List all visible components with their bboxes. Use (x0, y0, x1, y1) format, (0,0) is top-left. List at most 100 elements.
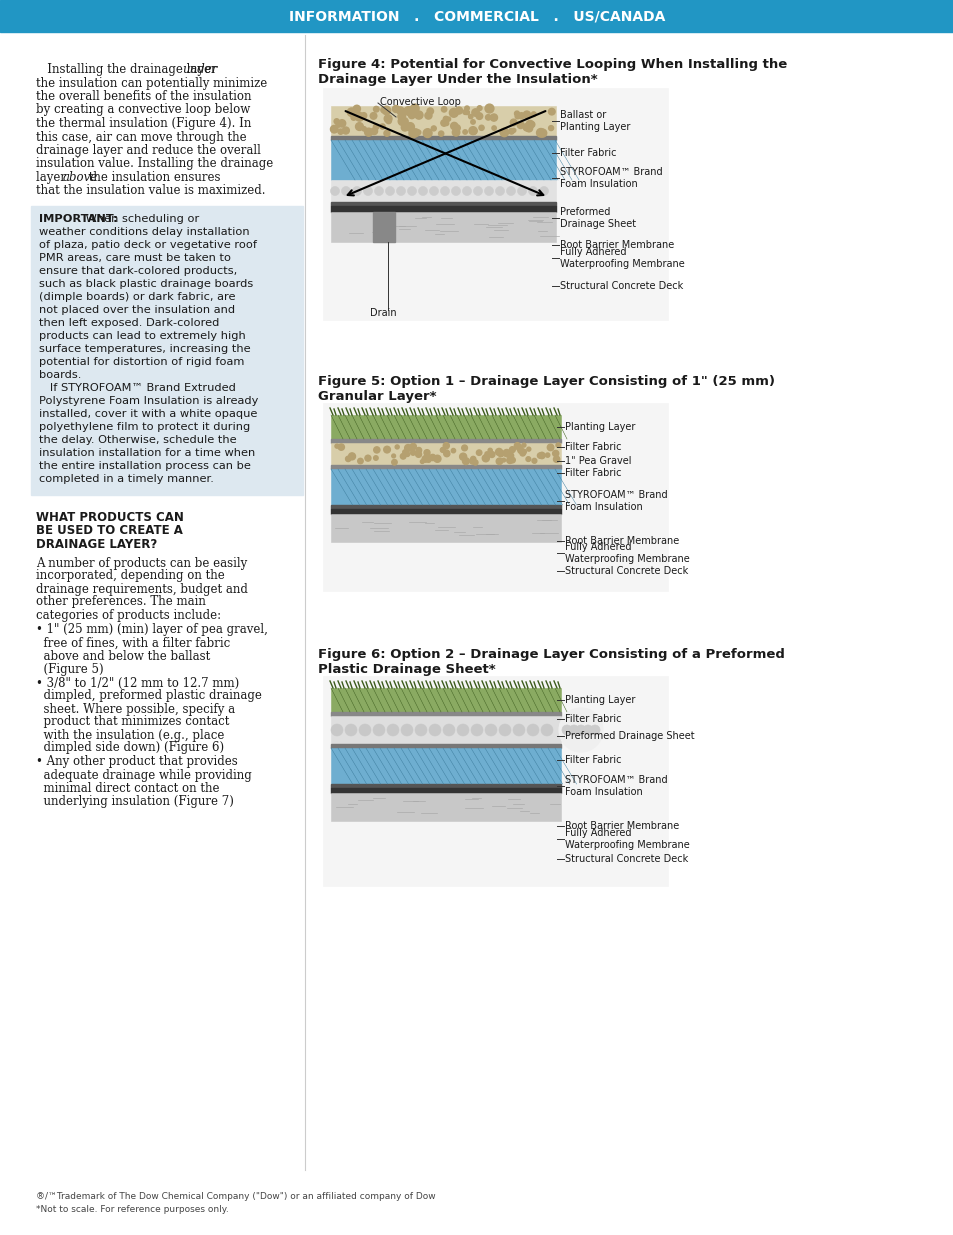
Circle shape (517, 186, 526, 195)
Text: potential for distortion of rigid foam: potential for distortion of rigid foam (39, 357, 244, 367)
Bar (331, 793, 560, 821)
Bar (331, 136, 556, 140)
Circle shape (423, 450, 430, 456)
Text: completed in a timely manner.: completed in a timely manner. (39, 474, 213, 484)
Text: then left exposed. Dark-colored: then left exposed. Dark-colored (39, 317, 219, 329)
Circle shape (468, 115, 473, 119)
Circle shape (395, 445, 398, 450)
Circle shape (454, 125, 459, 131)
Bar (323, 403, 667, 592)
Circle shape (370, 112, 376, 120)
Circle shape (429, 186, 438, 195)
Text: ®/™Trademark of The Dow Chemical Company ("Dow") or an affiliated company of Dow: ®/™Trademark of The Dow Chemical Company… (36, 1192, 436, 1200)
Circle shape (443, 451, 450, 457)
Circle shape (509, 447, 515, 452)
Circle shape (397, 117, 406, 126)
Circle shape (374, 456, 377, 461)
Circle shape (431, 126, 436, 131)
Circle shape (392, 105, 399, 112)
Text: STYROFOAM™ Brand
Foam Insulation: STYROFOAM™ Brand Foam Insulation (559, 167, 662, 189)
Circle shape (476, 106, 481, 111)
Circle shape (526, 724, 538, 736)
Circle shape (375, 186, 383, 195)
Circle shape (532, 458, 537, 463)
Circle shape (374, 106, 378, 112)
Circle shape (358, 724, 371, 736)
Text: product that minimizes contact: product that minimizes contact (36, 715, 229, 729)
Bar (331, 469, 560, 505)
Text: sheet. Where possible, specify a: sheet. Where possible, specify a (36, 703, 234, 715)
Circle shape (485, 115, 491, 120)
Text: Root Barrier Membrane: Root Barrier Membrane (564, 536, 679, 546)
Text: Filter Fabric: Filter Fabric (564, 755, 620, 764)
Circle shape (396, 186, 405, 195)
Circle shape (484, 452, 489, 456)
Circle shape (354, 111, 360, 117)
Bar (331, 784, 560, 788)
Circle shape (400, 724, 413, 736)
Text: free of fines, with a filter fabric: free of fines, with a filter fabric (36, 636, 230, 650)
Circle shape (502, 450, 510, 457)
Text: categories of products include:: categories of products include: (36, 609, 221, 621)
Circle shape (434, 456, 440, 462)
Text: Convective Loop: Convective Loop (379, 98, 460, 107)
Circle shape (449, 109, 457, 117)
Text: adequate drainage while providing: adequate drainage while providing (36, 768, 252, 782)
Bar (331, 415, 560, 438)
Circle shape (547, 445, 554, 451)
Circle shape (442, 724, 455, 736)
Text: polyethylene film to protect it during: polyethylene film to protect it during (39, 422, 250, 432)
Circle shape (415, 724, 427, 736)
Circle shape (498, 724, 511, 736)
Circle shape (438, 131, 443, 136)
Circle shape (589, 725, 599, 735)
Bar (373, 212, 395, 242)
Circle shape (522, 124, 530, 131)
Circle shape (352, 186, 361, 195)
Text: Root Barrier Membrane: Root Barrier Membrane (564, 821, 679, 831)
Circle shape (347, 107, 355, 116)
Circle shape (482, 454, 489, 462)
Bar (331, 140, 556, 180)
Circle shape (556, 443, 559, 447)
Circle shape (335, 122, 340, 127)
Circle shape (528, 186, 537, 195)
Text: BE USED TO CREATE A: BE USED TO CREATE A (36, 525, 183, 537)
Circle shape (357, 458, 363, 464)
Text: Structural Concrete Deck: Structural Concrete Deck (564, 853, 687, 864)
Circle shape (382, 106, 391, 115)
Bar (0, 0, 953, 32)
Circle shape (517, 122, 523, 128)
Circle shape (424, 453, 430, 459)
Circle shape (383, 446, 390, 453)
Circle shape (495, 186, 504, 195)
Circle shape (538, 452, 544, 458)
Bar (331, 466, 560, 469)
Circle shape (510, 119, 517, 126)
Circle shape (456, 724, 469, 736)
Circle shape (418, 186, 427, 195)
Circle shape (384, 115, 392, 122)
Circle shape (518, 114, 523, 119)
Text: boards.: boards. (39, 370, 81, 380)
Circle shape (440, 186, 449, 195)
Circle shape (507, 453, 513, 458)
Text: installed, cover it with a white opaque: installed, cover it with a white opaque (39, 409, 257, 419)
Circle shape (464, 106, 469, 110)
Bar (331, 180, 556, 203)
Bar (331, 443, 560, 466)
Text: the insulation can potentially minimize: the insulation can potentially minimize (36, 77, 267, 89)
Text: Structural Concrete Deck: Structural Concrete Deck (559, 282, 682, 291)
Circle shape (410, 451, 416, 456)
Circle shape (526, 121, 534, 128)
Text: • 1" (25 mm) (min) layer of pea gravel,: • 1" (25 mm) (min) layer of pea gravel, (36, 624, 268, 636)
Text: above: above (63, 170, 97, 184)
Circle shape (429, 724, 440, 736)
Circle shape (400, 117, 408, 125)
Circle shape (330, 186, 339, 195)
Circle shape (424, 112, 432, 119)
Circle shape (392, 454, 395, 458)
Text: insulation installation for a time when: insulation installation for a time when (39, 448, 255, 458)
Circle shape (462, 186, 471, 195)
Circle shape (426, 457, 431, 462)
